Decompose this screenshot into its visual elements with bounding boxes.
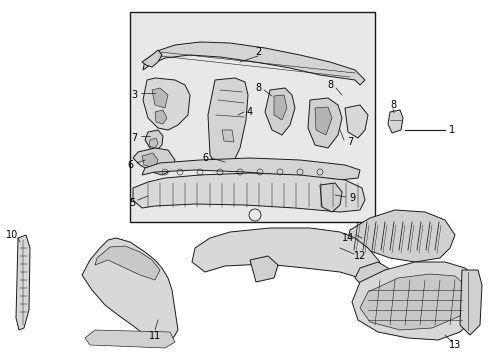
Text: 7: 7 [346, 137, 352, 147]
Polygon shape [319, 183, 341, 212]
Polygon shape [142, 153, 158, 168]
Text: 8: 8 [389, 100, 395, 110]
Text: 8: 8 [326, 80, 332, 90]
Polygon shape [95, 246, 160, 280]
Polygon shape [354, 262, 391, 295]
Polygon shape [133, 148, 175, 175]
Text: 3: 3 [131, 90, 137, 100]
Text: 14: 14 [341, 233, 353, 243]
Polygon shape [152, 88, 168, 108]
Polygon shape [307, 98, 341, 148]
Bar [130, 12, 374, 222]
Polygon shape [82, 238, 178, 342]
Text: 9: 9 [348, 193, 354, 203]
Polygon shape [142, 42, 364, 85]
Text: 6: 6 [127, 160, 133, 170]
Text: 5: 5 [129, 198, 135, 208]
Text: 13: 13 [448, 340, 460, 350]
Polygon shape [222, 130, 234, 142]
Polygon shape [273, 95, 286, 120]
Polygon shape [149, 138, 158, 148]
Text: 6: 6 [202, 153, 207, 163]
Polygon shape [142, 50, 162, 67]
Polygon shape [351, 262, 479, 340]
Polygon shape [192, 228, 379, 278]
Polygon shape [142, 158, 359, 180]
Text: 7: 7 [131, 133, 137, 143]
Text: 2: 2 [254, 47, 261, 57]
Text: 10: 10 [6, 230, 18, 240]
Polygon shape [133, 173, 364, 212]
Polygon shape [264, 88, 294, 135]
Text: 11: 11 [148, 331, 161, 341]
Text: 1: 1 [448, 125, 454, 135]
Polygon shape [16, 235, 30, 330]
Polygon shape [359, 274, 464, 330]
Polygon shape [207, 78, 247, 168]
Polygon shape [387, 110, 402, 133]
Polygon shape [145, 130, 163, 150]
Polygon shape [345, 105, 367, 138]
Polygon shape [155, 110, 167, 124]
Text: 4: 4 [246, 107, 253, 117]
Text: 8: 8 [254, 83, 261, 93]
Polygon shape [142, 78, 190, 130]
Polygon shape [85, 330, 175, 348]
Polygon shape [314, 107, 331, 135]
Text: 12: 12 [353, 251, 366, 261]
Polygon shape [459, 270, 481, 335]
Polygon shape [249, 256, 278, 282]
Polygon shape [347, 210, 454, 262]
